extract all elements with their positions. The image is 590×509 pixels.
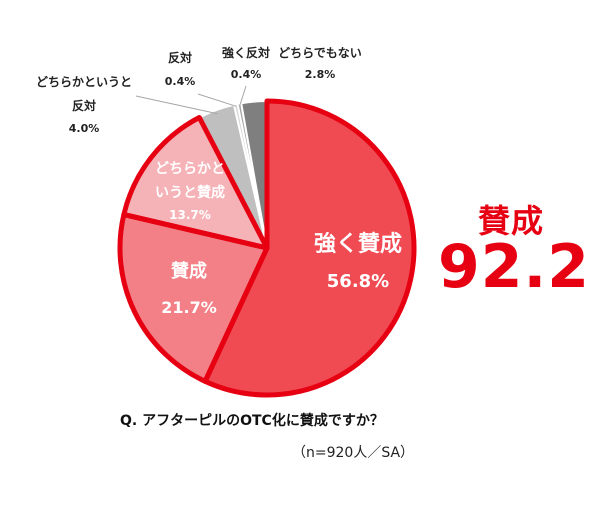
- slice-2-label: 賛成: [171, 260, 207, 282]
- question-text: Q. アフターピルのOTC化に賛成ですか？: [120, 413, 384, 429]
- slice-5-label: 反対: [168, 50, 192, 65]
- slice-1-value: 56.8%: [327, 271, 389, 292]
- slice-3-label-line-2: いうと賛成: [155, 184, 225, 201]
- slice-4-label-line-2: 反対: [72, 98, 96, 113]
- slice-5-leader-line: [197, 93, 237, 107]
- sample-size-note: （n=920人／SA）: [292, 445, 415, 461]
- slice-2-outline: [117, 212, 270, 384]
- slice-3-label-line-1: どちらかと: [155, 161, 225, 177]
- slice-7-value: 2.8%: [305, 68, 336, 81]
- approve-total-value-wrap: 92.2%: [438, 232, 590, 302]
- slice-4-leader-line: [135, 95, 218, 115]
- slice-5-value: 0.4%: [165, 75, 196, 88]
- slice-6-leader-line: [239, 85, 247, 106]
- slice-6-value: 0.4%: [231, 68, 262, 81]
- slice-6-label: 強く反対: [222, 45, 270, 60]
- slice-7-label: どちらでもない: [278, 46, 362, 60]
- slice-3-outline: [121, 115, 270, 251]
- slice-4-value: 4.0%: [69, 122, 100, 135]
- approve-total-value: 92.2: [438, 232, 590, 302]
- slice-2-value: 21.7%: [161, 298, 217, 317]
- approve-total-label: 賛成: [478, 202, 545, 240]
- slice-3-value: 13.7%: [169, 208, 211, 222]
- slice-1-label: 強く賛成: [314, 231, 402, 257]
- slice-1-outline: [202, 98, 417, 398]
- slice-4-label-line-1: どちらかというと: [36, 75, 132, 89]
